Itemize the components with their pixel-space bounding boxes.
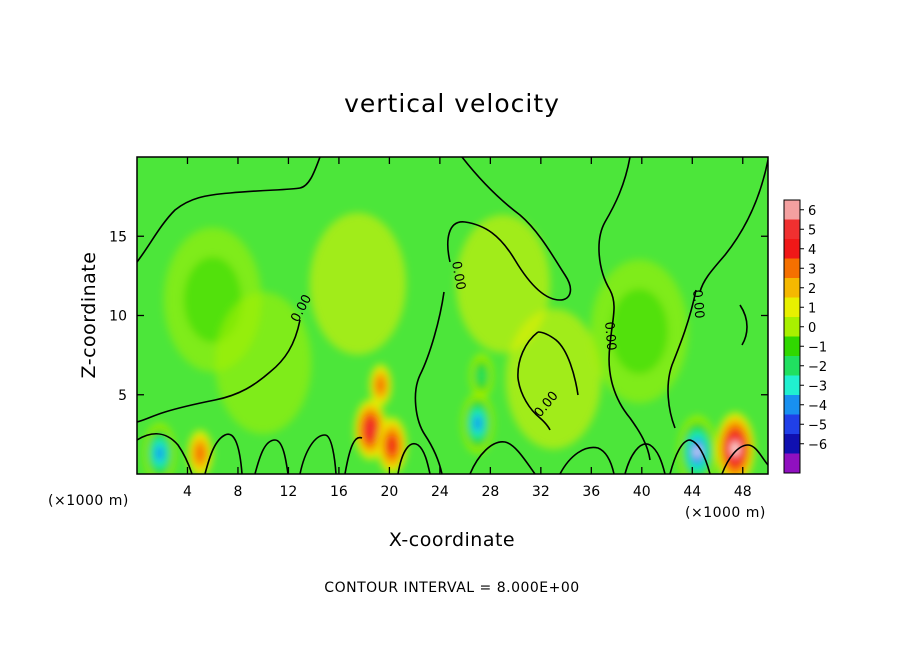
colorbar-swatch [784,317,800,337]
colorbar-label: −1 [808,340,827,355]
colorbar-label: −5 [808,418,827,433]
colorbar-swatch [784,200,800,220]
x-tick-label: 32 [532,484,550,500]
x-tick-label: 36 [582,484,600,500]
chart-title: vertical velocity [344,89,560,118]
colorbar-swatch [784,395,800,415]
x-tick-label: 40 [633,484,651,500]
contour-line [598,157,651,461]
field-blob [309,212,407,355]
contour-label: 0.00 [689,289,706,319]
x-unit-label-right: (×1000 m) [685,505,766,521]
y-tick-label: 10 [109,309,127,325]
contour-label: 0.00 [448,260,468,291]
x-tick-label: 4 [183,484,192,500]
field-blob [155,445,165,462]
heatmap-field: 0.00 0.00 0.00 0.00 0.00 [137,157,768,474]
x-axis-ticks: 4 8 12 16 20 24 28 32 36 40 44 48 [183,157,752,500]
field-blob [366,421,375,438]
colorbar-label: 3 [808,262,816,277]
contour-line [517,331,551,431]
colorbar-label: 0 [808,321,816,336]
colorbar-swatch [784,453,800,474]
field-blob [194,443,206,464]
colorbar-swatch [784,278,800,298]
x-tick-label: 44 [683,484,701,500]
x-axis-label: X-coordinate [389,529,515,551]
field-peak [732,442,738,455]
colorbar-label: −2 [808,360,827,375]
colorbar-swatch [784,356,800,376]
x-tick-label: 16 [330,484,348,500]
colorbar-label: −3 [808,379,827,394]
contour-label: 0.00 [601,321,618,351]
y-tick-label: 5 [118,388,127,404]
x-tick-label: 8 [233,484,242,500]
x-tick-label: 12 [280,484,298,500]
y-axis-ticks: 5 10 15 [109,229,768,404]
y-axis-label: Z-coordinate [78,252,100,379]
colorbar-swatch [784,239,800,259]
field-blob [215,292,312,435]
field-blob [375,376,386,395]
x-tick-label: 48 [734,484,752,500]
colorbar: 6 5 4 3 2 1 0 −1 −2 −3 −4 −5 −6 [783,199,827,474]
y-tick-label: 15 [109,229,127,245]
x-tick-label: 20 [380,484,398,500]
contour-line [447,157,572,301]
contour-line [699,159,768,293]
field-blob [610,288,669,375]
contour-line [537,331,579,396]
colorbar-label: 2 [808,282,816,297]
contour-line [667,289,697,429]
contour-line [137,319,301,423]
contour-line [137,433,768,474]
field-blob [505,308,602,450]
x-tick-label: 24 [431,484,449,500]
contour-line [739,304,748,346]
field-peak [694,445,700,458]
colorbar-swatch [784,375,800,396]
colorbar-swatch [784,434,800,454]
field-blob [386,436,397,455]
x-unit-label-left: (×1000 m) [48,493,129,509]
colorbar-swatch [784,258,800,279]
colorbar-swatch [784,219,800,240]
contour-line [137,157,321,263]
x-tick-label: 28 [481,484,499,500]
colorbar-label: 1 [808,301,816,316]
zero-contours [137,157,768,474]
field-blob [455,214,551,353]
colorbar-label: 5 [808,223,816,238]
contour-line [414,291,445,474]
colorbar-swatch [784,414,800,435]
colorbar-label: −6 [808,438,827,453]
colorbar-swatch [784,336,800,357]
colorbar-label: 6 [808,204,816,219]
colorbar-frame [783,199,801,474]
colorbar-swatch [784,297,800,318]
colorbar-label: −4 [808,399,827,414]
field-blobs [143,212,755,474]
colorbar-label: 4 [808,243,816,258]
contour-interval-note: CONTOUR INTERVAL = 8.000E+00 [324,580,579,596]
field-blob [476,366,487,386]
field-blob [473,415,483,432]
